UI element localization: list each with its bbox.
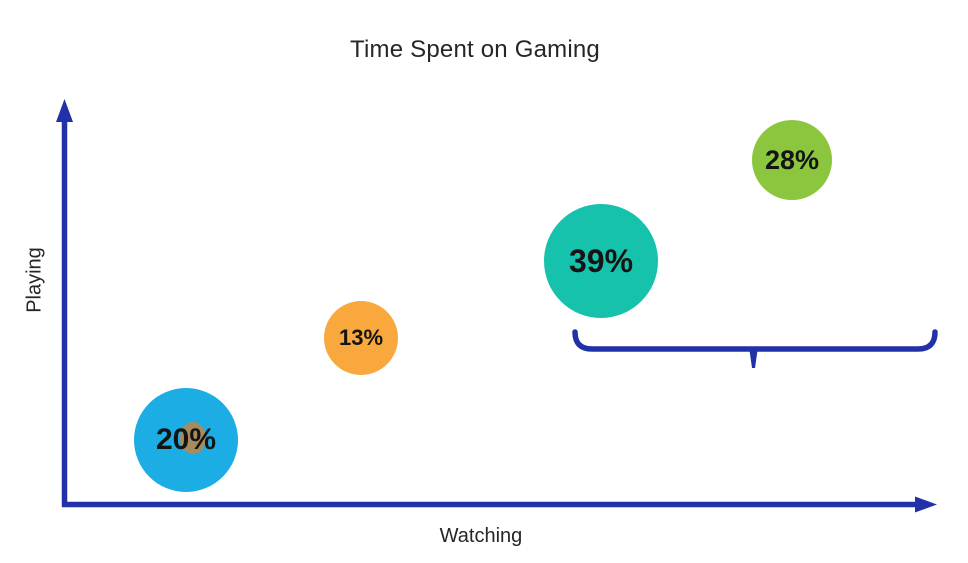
bubble-20-percent: 20% (134, 388, 238, 492)
bubble-13-percent: 13% (324, 301, 398, 375)
bubble-13-label: 13% (338, 325, 384, 350)
y-axis-arrowhead-icon (56, 99, 73, 122)
brace-annotation-pointer (749, 347, 758, 368)
bubble-39-label: 39% (568, 242, 634, 279)
bubble-28-label: 28% (764, 144, 820, 175)
brace-annotation-bar (572, 329, 938, 352)
chart-title: Time Spent on Gaming (350, 36, 600, 63)
smudge-artifact (180, 422, 206, 454)
x-axis-arrowhead-icon (915, 496, 937, 513)
bubble-39-percent: 39% (544, 204, 658, 318)
y-axis-label: Playing (23, 247, 46, 313)
bubble-20-label: 20% (155, 423, 217, 456)
bubble-28-percent: 28% (752, 120, 832, 200)
x-axis-label: Watching (439, 525, 523, 547)
